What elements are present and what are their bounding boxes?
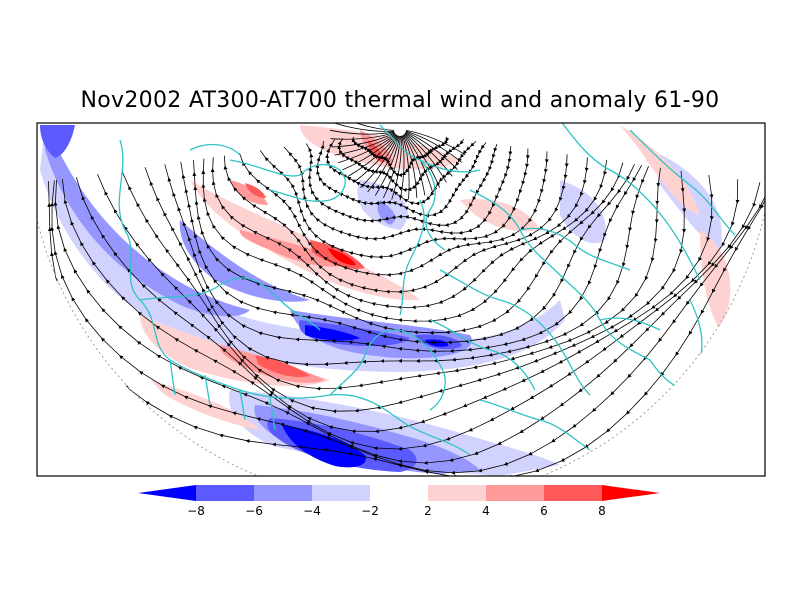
thermal-wind-streamlines [37, 123, 765, 476]
streamline [367, 135, 400, 193]
streamline [374, 135, 400, 196]
colorbar-low-arrow [138, 485, 196, 501]
streamline [405, 130, 466, 156]
streamline [402, 135, 410, 200]
streamline [402, 134, 418, 198]
colorbar-segment [196, 485, 254, 501]
colorbar-segment [428, 485, 486, 501]
streamline [405, 130, 463, 163]
colorbar-high-arrow [602, 485, 660, 501]
anomaly-colorbar: −8 −6 −4 −2 2 4 6 8 [138, 485, 660, 518]
colorbar-segment [254, 485, 312, 501]
map-title: Nov2002 AT300-AT700 thermal wind and ano… [80, 88, 720, 113]
streamline [383, 135, 401, 199]
streamline [330, 123, 395, 132]
streamline [405, 131, 458, 171]
colorbar-tick-label: 8 [598, 504, 606, 518]
streamline [329, 129, 395, 135]
streamline [399, 135, 405, 201]
streamline [331, 123, 395, 131]
streamline [403, 134, 426, 196]
colorbar-tick-label: 2 [424, 504, 432, 518]
colorbar-tick-label: 4 [482, 504, 490, 518]
streamline [391, 135, 402, 200]
colorbar-tick-label: −4 [303, 504, 321, 518]
colorbar-tick-label: −6 [245, 504, 263, 518]
colorbar-segment [312, 485, 370, 501]
colorbar-tick-label: 6 [540, 504, 548, 518]
streamline [360, 135, 399, 188]
colorbar-segment [544, 485, 602, 501]
colorbar-tick-label: −2 [361, 504, 379, 518]
colorbar-segment [486, 485, 544, 501]
streamline [405, 132, 453, 177]
streamline [404, 133, 441, 188]
streamline [404, 132, 447, 183]
colorbar-tick-label: −8 [187, 504, 205, 518]
colorbar-segment [370, 485, 428, 501]
map-frame [36, 122, 766, 477]
